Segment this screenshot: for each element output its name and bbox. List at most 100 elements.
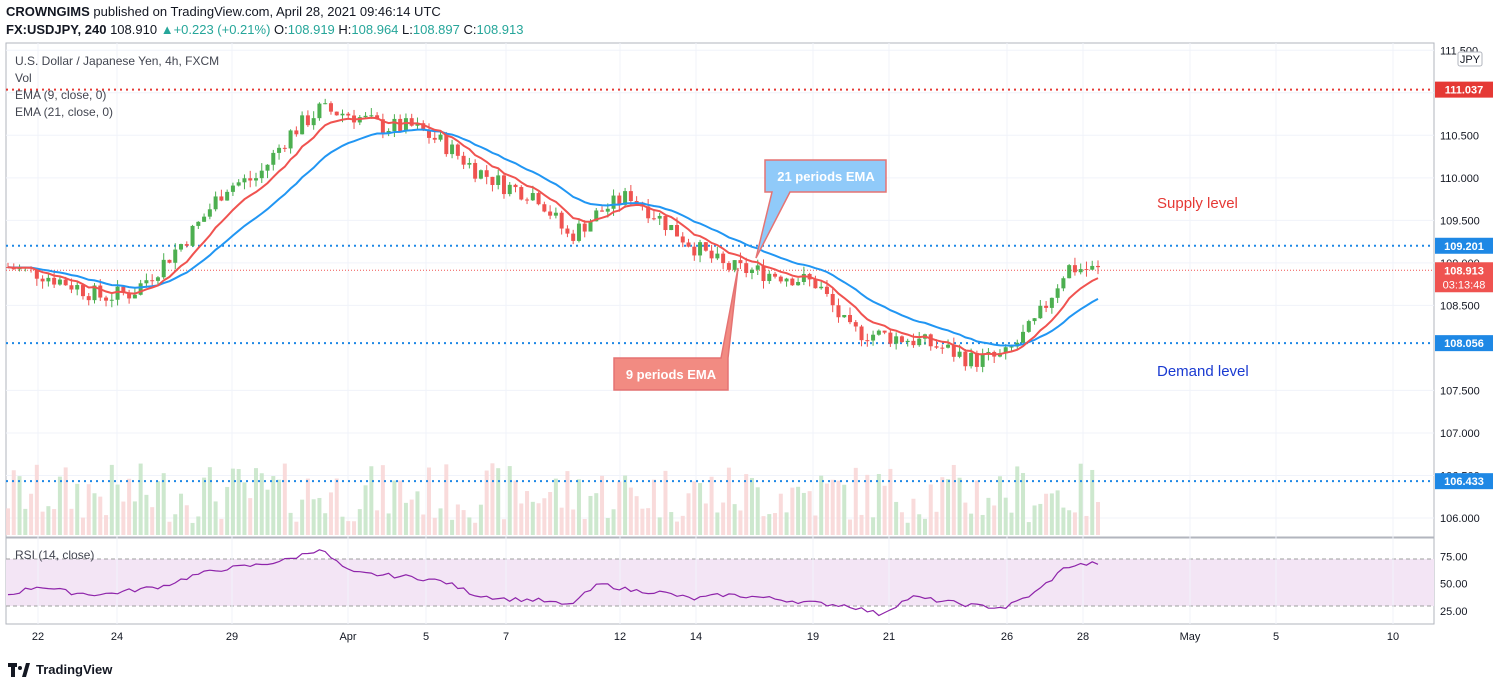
publisher-line: CROWNGIMS published on TradingView.com, …: [6, 4, 441, 19]
candle-body: [484, 170, 489, 177]
volume-bar: [173, 514, 178, 535]
candle-body: [403, 118, 408, 131]
volume-bar: [461, 510, 466, 535]
candle-body: [455, 144, 460, 156]
time-tick-label: 19: [807, 631, 819, 643]
time-axis[interactable]: 22 24 29 Apr 5 7 12 14 19 21 26 28 May 5 10: [32, 631, 1399, 643]
volume-bar: [819, 475, 824, 535]
volume-bar: [1084, 515, 1089, 535]
close-label: C:: [463, 22, 477, 37]
candle-body: [605, 208, 610, 212]
footer: TradingView: [8, 662, 112, 677]
candle-body: [132, 294, 137, 299]
volume-bar: [29, 493, 34, 535]
volume-bar: [726, 467, 731, 535]
level-labels: 111.037 109.201 108.056 106.433 108.913 03:13…: [1435, 81, 1493, 490]
candle-body: [559, 212, 564, 229]
candle-body: [553, 212, 558, 216]
candle-body: [138, 283, 143, 295]
candle-body: [755, 265, 760, 270]
candle-body: [496, 175, 501, 185]
candle-body: [692, 246, 697, 256]
volume-bar: [501, 519, 506, 535]
high-value: 108.964: [351, 22, 399, 37]
volume-bar: [225, 486, 230, 535]
candle-body: [859, 326, 864, 341]
volume-bar: [721, 502, 726, 535]
volume-bar: [328, 492, 333, 535]
ema9-callout: 9 periods EMA: [613, 267, 739, 391]
candle-body: [796, 281, 801, 286]
candle-body: [882, 330, 887, 333]
volume-bar: [617, 481, 622, 535]
time-tick-label: 29: [226, 631, 238, 643]
volume-bar: [773, 513, 778, 535]
candle-body: [127, 292, 132, 299]
volume-bar: [928, 484, 933, 535]
candle-body: [1021, 331, 1026, 343]
volume-bar: [922, 518, 927, 535]
time-tick-label: Apr: [339, 631, 356, 643]
volume-bar: [1078, 463, 1083, 535]
candle-body: [530, 193, 535, 201]
volume-bar: [490, 463, 495, 535]
candle-body: [444, 134, 449, 155]
volume-bar: [542, 498, 547, 535]
main-pane[interactable]: [5, 42, 1435, 538]
volume-bar: [715, 512, 720, 535]
volume-bar: [974, 480, 979, 535]
volume-bar: [865, 474, 870, 535]
candle-body: [340, 113, 345, 116]
candle-body: [611, 195, 616, 209]
candle-body: [328, 103, 333, 112]
volume-bar: [813, 515, 818, 535]
candle-body: [525, 199, 530, 201]
candle-body: [744, 263, 749, 273]
time-tick-label: 7: [503, 631, 509, 643]
volume-bar: [265, 489, 270, 535]
candle-body: [248, 178, 253, 181]
volume-bar: [104, 515, 109, 535]
candle-body: [196, 221, 201, 226]
volume-bar: [375, 510, 380, 535]
volume-bar: [248, 498, 253, 535]
volume-bar: [271, 476, 276, 535]
volume-bar: [421, 514, 426, 535]
candle-body: [1026, 321, 1031, 332]
low-value: 108.897: [412, 22, 460, 37]
price-change: +0.223 (+0.21%): [173, 22, 271, 37]
candle-body: [1084, 269, 1089, 271]
candle-body: [1055, 288, 1060, 298]
volume-bar: [473, 522, 478, 535]
candle-body: [542, 204, 547, 212]
volume-bar: [380, 465, 385, 535]
time-tick-label: 26: [1001, 631, 1013, 643]
volume-bar: [1096, 502, 1100, 535]
volume-bar: [594, 493, 599, 535]
volume-bar: [1026, 522, 1031, 535]
volume-bar: [52, 509, 57, 535]
candle-body: [957, 351, 962, 357]
countdown-text: 03:13:48: [1443, 279, 1486, 291]
candle-body: [363, 115, 368, 118]
currency-badge-text: JPY: [1460, 54, 1481, 66]
level-price-tag: [1435, 335, 1493, 352]
price-tick-label: 109.500: [1440, 215, 1480, 227]
volume-bar: [582, 518, 587, 535]
rsi-tick-label: 25.00: [1440, 606, 1468, 618]
volume-bar: [513, 480, 518, 535]
time-tick-label: 12: [614, 631, 626, 643]
candle-body: [773, 273, 778, 277]
candle-body: [80, 285, 85, 297]
candle-body: [242, 178, 247, 183]
candle-body: [698, 242, 703, 256]
volume-bar: [917, 514, 922, 535]
level-price-text: 109.201: [1444, 241, 1484, 253]
volume-bar: [236, 469, 241, 535]
volume-bars: [6, 463, 1100, 535]
candle-body: [1067, 265, 1072, 279]
volume-bar: [911, 498, 916, 535]
volume-bar: [749, 477, 754, 535]
candle-body: [369, 115, 374, 117]
